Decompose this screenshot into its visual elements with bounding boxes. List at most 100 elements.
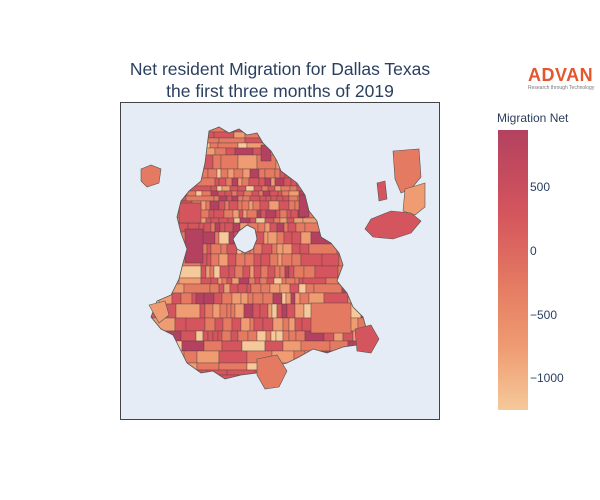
census-tract[interactable] — [225, 177, 233, 187]
census-tract[interactable] — [281, 253, 293, 267]
census-tract[interactable] — [210, 243, 222, 255]
census-tract[interactable] — [267, 123, 278, 133]
census-tract[interactable] — [284, 137, 310, 144]
census-tract[interactable] — [309, 147, 321, 156]
census-tract[interactable] — [147, 374, 169, 386]
census-tract[interactable] — [276, 195, 284, 202]
census-tract[interactable] — [237, 177, 243, 187]
census-tract[interactable] — [281, 131, 301, 139]
census-tract[interactable] — [268, 131, 283, 139]
census-tract[interactable] — [267, 185, 276, 192]
census-tract[interactable] — [264, 340, 284, 352]
census-tract[interactable] — [177, 374, 202, 386]
census-tract[interactable] — [274, 177, 285, 187]
census-tract[interactable] — [318, 177, 347, 187]
census-tract[interactable] — [340, 168, 366, 179]
census-tract[interactable] — [253, 253, 262, 267]
census-tract[interactable] — [232, 209, 240, 219]
census-tract[interactable] — [281, 147, 294, 156]
census-tract[interactable] — [199, 303, 206, 319]
census-tract[interactable] — [276, 303, 283, 319]
census-tract[interactable] — [349, 277, 378, 285]
census-tract[interactable] — [226, 303, 232, 319]
census-tract[interactable] — [174, 317, 187, 332]
census-tract[interactable] — [288, 330, 297, 342]
census-tract[interactable] — [174, 265, 202, 279]
census-tract[interactable] — [295, 168, 304, 179]
census-tract[interactable] — [270, 177, 276, 187]
census-tract[interactable] — [290, 292, 296, 305]
census-tract[interactable] — [348, 362, 359, 371]
census-tract[interactable] — [252, 200, 261, 211]
census-tract[interactable] — [262, 317, 274, 332]
census-tract[interactable] — [271, 243, 278, 255]
census-tract[interactable] — [269, 222, 278, 233]
census-tract[interactable] — [289, 185, 298, 192]
census-tract[interactable] — [218, 200, 226, 211]
census-tract[interactable] — [251, 190, 260, 197]
census-tract[interactable] — [294, 292, 301, 305]
census-tract[interactable] — [284, 142, 296, 149]
census-tract[interactable] — [336, 243, 367, 255]
census-tract[interactable] — [262, 292, 274, 305]
map-plot-area[interactable] — [120, 102, 440, 420]
census-tract[interactable] — [210, 253, 220, 267]
census-tract[interactable] — [147, 283, 157, 294]
census-tract[interactable] — [242, 123, 269, 133]
census-tract[interactable] — [270, 330, 277, 342]
census-tract[interactable] — [294, 277, 300, 285]
census-tract[interactable] — [279, 209, 288, 219]
census-tract[interactable] — [364, 168, 392, 179]
census-tract[interactable] — [274, 265, 281, 279]
census-tract[interactable] — [206, 243, 212, 255]
census-tract[interactable] — [210, 222, 216, 233]
census-tract[interactable] — [269, 283, 281, 294]
census-tract[interactable] — [269, 190, 279, 197]
census-tract[interactable] — [238, 209, 244, 219]
census-tract[interactable] — [305, 177, 320, 187]
census-tract[interactable] — [169, 154, 184, 170]
census-tract[interactable] — [345, 177, 363, 187]
census-tract[interactable] — [204, 317, 216, 332]
census-tract[interactable] — [290, 362, 304, 371]
census-tract[interactable] — [208, 209, 215, 219]
census-tract[interactable] — [241, 340, 266, 352]
census-tract[interactable] — [324, 209, 349, 219]
census-tract[interactable] — [237, 154, 258, 170]
census-tract[interactable] — [181, 185, 212, 192]
census-tract[interactable] — [291, 231, 302, 245]
census-tract[interactable] — [256, 330, 267, 342]
census-tract[interactable] — [267, 231, 278, 245]
census-tract[interactable] — [304, 200, 333, 211]
census-tract[interactable] — [147, 340, 158, 352]
census-tract[interactable] — [252, 303, 261, 319]
census-tract[interactable] — [299, 292, 310, 305]
census-tract[interactable] — [294, 303, 305, 319]
census-tract[interactable] — [147, 222, 165, 233]
census-tract[interactable] — [285, 277, 296, 285]
census-tract[interactable] — [288, 200, 296, 211]
census-tract[interactable] — [245, 185, 255, 192]
census-tract[interactable] — [209, 283, 220, 294]
census-tract[interactable] — [281, 292, 287, 305]
census-tract[interactable] — [178, 277, 202, 285]
census-tract[interactable] — [276, 222, 285, 233]
census-tract[interactable] — [147, 277, 171, 285]
census-tract[interactable] — [218, 253, 229, 267]
census-tract[interactable] — [242, 195, 251, 202]
census-tract[interactable] — [269, 253, 279, 267]
census-tract[interactable] — [281, 277, 287, 285]
census-tract[interactable] — [147, 350, 165, 364]
census-tract[interactable] — [147, 185, 160, 192]
census-tract[interactable] — [276, 243, 284, 255]
census-tract[interactable] — [272, 317, 284, 332]
census-tract[interactable] — [288, 317, 296, 332]
census-tract[interactable] — [147, 200, 166, 211]
census-tract[interactable] — [360, 303, 379, 319]
census-tract[interactable] — [260, 253, 271, 267]
census-tract[interactable] — [264, 177, 272, 187]
census-tract[interactable] — [198, 123, 227, 133]
census-tract[interactable] — [267, 265, 276, 279]
census-tract[interactable] — [227, 217, 235, 224]
census-tract[interactable] — [260, 209, 267, 219]
